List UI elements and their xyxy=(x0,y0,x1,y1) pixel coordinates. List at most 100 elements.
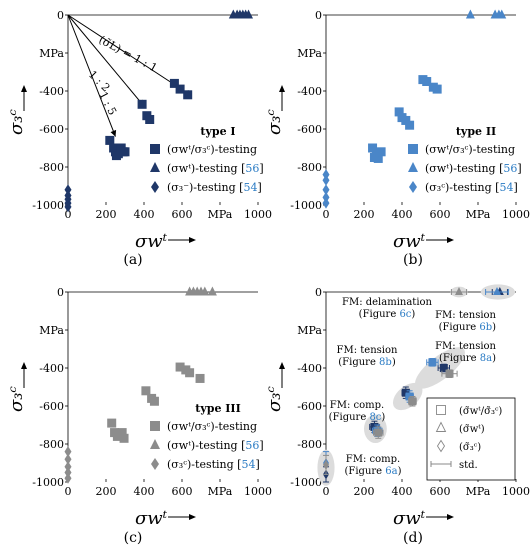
x-axis-label: σwᵗ xyxy=(393,231,426,252)
y-tick-label: -1000 xyxy=(32,199,64,212)
y-tick-label: -600 xyxy=(297,400,322,413)
data-point-square xyxy=(107,418,117,428)
data-point-diamond xyxy=(64,461,72,473)
y-tick-label: 0 xyxy=(315,286,322,299)
x-tick-label: 1000 xyxy=(244,208,272,221)
data-point-square xyxy=(376,147,386,157)
data-point-square xyxy=(105,135,115,145)
failure-mode-label: FM: comp. xyxy=(346,454,400,465)
x-tick-label: MPa xyxy=(466,485,491,498)
ratio-arrowhead xyxy=(110,129,117,137)
mean-point-diamond xyxy=(323,459,329,470)
data-point-square xyxy=(141,386,151,396)
legend-marker-triangle xyxy=(408,162,418,172)
data-point-square xyxy=(137,99,147,109)
data-point-diamond xyxy=(322,174,330,186)
x-axis-label: σwᵗ xyxy=(135,231,168,252)
x-tick-label: 0 xyxy=(65,485,72,498)
y-tick-label: -800 xyxy=(297,161,322,174)
y-tick-label: -600 xyxy=(39,400,64,413)
failure-mode-figure-ref: (Figure 8b) xyxy=(338,357,396,368)
failure-mode-label: FM: delamination xyxy=(342,297,433,308)
legend-marker-triangle xyxy=(150,439,160,449)
legend-marker-square xyxy=(408,144,418,154)
ratio-label-1-1: (σ̃L) = 1 : 1 xyxy=(97,33,160,75)
y-tick-label: -400 xyxy=(297,85,322,98)
x-tick-label: 400 xyxy=(134,208,155,221)
panel-label: (d) xyxy=(403,530,423,546)
data-point-square xyxy=(111,151,121,161)
data-point-diamond xyxy=(64,184,72,196)
data-point-square xyxy=(432,84,442,94)
x-tick-label: 200 xyxy=(96,208,117,221)
data-point-square xyxy=(405,120,415,130)
data-point-triangle xyxy=(465,9,475,19)
failure-mode-figure-ref: (Figure 8a) xyxy=(439,353,496,364)
y-tick-label: 0 xyxy=(315,9,322,22)
legend-label: (σwᵗ)-testing [56] xyxy=(167,162,264,175)
panel-label: (a) xyxy=(123,252,142,268)
x-tick-label: MPa xyxy=(208,208,233,221)
data-point-diamond xyxy=(64,446,72,458)
legend-label: (σ̃wᵗ/σ̃₃ᶜ) xyxy=(459,406,502,417)
ratio-line xyxy=(67,14,145,107)
data-point-square xyxy=(120,147,130,157)
y-tick-label: -400 xyxy=(297,362,322,375)
x-axis-arrowhead xyxy=(447,514,454,520)
y-tick-label: -1000 xyxy=(290,199,322,212)
y-tick-label: 0 xyxy=(57,9,64,22)
mean-point-square xyxy=(374,428,383,437)
failure-mode-label: FM: tension xyxy=(435,341,496,352)
data-point-square xyxy=(169,78,179,88)
x-tick-label: MPa xyxy=(208,485,233,498)
x-axis-arrowhead xyxy=(447,237,454,243)
legend-label: std. xyxy=(459,460,478,471)
failure-mode-figure-ref: (Figure 6a) xyxy=(345,466,402,477)
x-tick-label: 400 xyxy=(134,485,155,498)
failure-mode-label: FM: tension xyxy=(435,310,496,321)
x-tick-label: 200 xyxy=(354,485,375,498)
x-tick-label: MPa xyxy=(466,208,491,221)
x-tick-label: 600 xyxy=(430,485,451,498)
data-point-diamond xyxy=(322,197,330,209)
ratio-line xyxy=(67,14,116,137)
mean-point-square xyxy=(439,364,448,372)
y-axis-label: σ₃ᶜ xyxy=(6,109,27,135)
x-tick-label: 400 xyxy=(392,208,413,221)
legend-label: (σwᵗ)-testing [56] xyxy=(425,162,522,175)
data-point-diamond xyxy=(64,453,72,465)
legend-title: type III xyxy=(195,402,240,415)
panel-label: (b) xyxy=(403,252,423,268)
legend-marker-diamond xyxy=(151,458,159,470)
y-tick-label: -600 xyxy=(39,123,64,136)
failure-mode-label: FM: tension xyxy=(337,345,398,356)
data-point-square xyxy=(394,107,404,117)
y-axis-arrowhead xyxy=(279,85,285,92)
data-point-square xyxy=(401,115,411,125)
y-tick-label: -600 xyxy=(297,123,322,136)
legend-label: (σwᵗ/σ₃ᶜ)-testing xyxy=(167,420,257,433)
legend-marker-square xyxy=(150,144,160,154)
data-point-square xyxy=(368,143,378,153)
panel-label: (c) xyxy=(124,530,143,546)
data-point-square xyxy=(119,433,129,443)
legend-label: (σwᵗ/σ₃ᶜ)-testing xyxy=(167,143,257,156)
x-tick-label: 200 xyxy=(354,208,375,221)
legend-marker-diamond xyxy=(151,181,159,193)
data-point-square xyxy=(185,368,195,378)
x-axis-arrowhead xyxy=(189,237,196,243)
y-tick-label: MPa xyxy=(297,324,322,337)
x-tick-label: 200 xyxy=(96,485,117,498)
legend-label: (σ₃⁻)-testing [54] xyxy=(167,181,262,194)
data-point-diamond xyxy=(322,191,330,203)
legend-box xyxy=(426,397,516,481)
data-point-diamond xyxy=(64,201,72,213)
x-tick-label: 1000 xyxy=(244,485,272,498)
y-tick-label: -400 xyxy=(39,362,64,375)
y-tick-label: -800 xyxy=(297,438,322,451)
data-point-square xyxy=(117,428,127,438)
data-point-diamond xyxy=(64,472,72,484)
